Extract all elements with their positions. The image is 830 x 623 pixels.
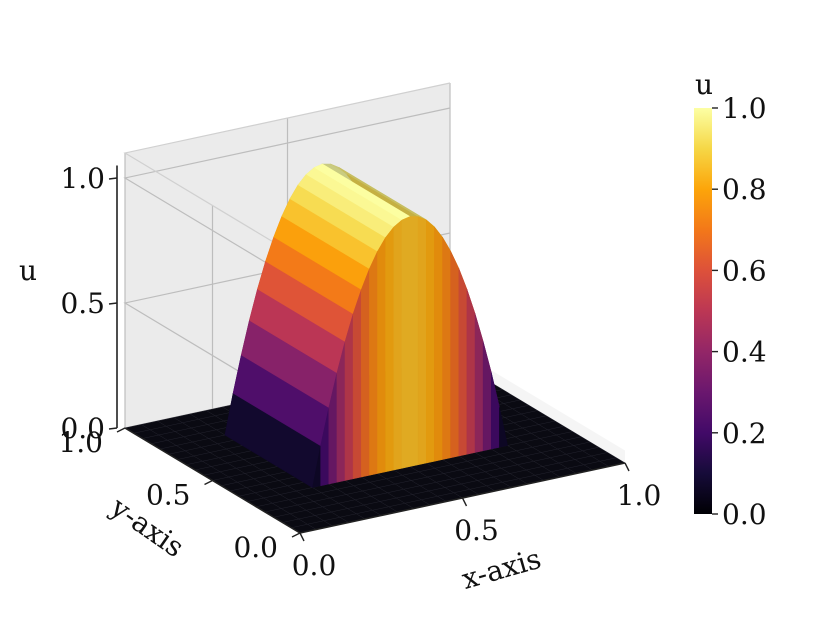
y-tick (291, 532, 301, 538)
y-tick-label: 1.0 (58, 426, 103, 459)
surface-front-face (361, 268, 370, 478)
y-tick-label: 0.5 (146, 479, 191, 512)
z-axis-label: u (19, 254, 37, 287)
y-tick (204, 479, 213, 486)
surface-front-face (377, 236, 386, 474)
z-tick (108, 177, 118, 180)
colorbar-tick-label: 0.0 (722, 498, 767, 531)
surface-front-face (344, 313, 354, 481)
surface-front-face (458, 268, 468, 457)
z-tick-label: 1.0 (60, 162, 105, 195)
surface-front-face (369, 251, 378, 476)
surface-front-face (393, 219, 403, 471)
x-tick (461, 497, 468, 507)
colorbar-ticks: 0.0 0.2 0.4 0.6 0.8 1.0 (712, 92, 767, 531)
x-tick (624, 462, 630, 472)
colorbar: u 0.0 0.2 0.4 0.6 0.8 1.0 (694, 68, 767, 531)
surface-front-face (417, 216, 427, 466)
z-tick-label: 0.5 (60, 287, 105, 320)
surface-front-face (474, 313, 484, 453)
colorbar-tick-label: 0.6 (722, 254, 767, 287)
surface-front-face (401, 216, 411, 469)
colorbar-tick-label: 1.0 (722, 92, 767, 125)
surface-front-face (434, 226, 443, 462)
pane-rim (123, 82, 451, 259)
y-tick-label: 0.0 (233, 531, 278, 564)
x-tick (299, 532, 305, 542)
colorbar-gradient (694, 108, 712, 514)
surface-front-face (499, 407, 508, 448)
y-tick (116, 427, 126, 433)
surface-front-face (482, 341, 492, 452)
surface-front-face (426, 219, 435, 464)
x-tick-label: 0.0 (292, 549, 337, 582)
z-tick (108, 427, 118, 430)
surface-front-face (466, 289, 476, 455)
surface-front-face (409, 216, 419, 467)
x-axis-label: x-axis (458, 542, 545, 596)
colorbar-label: u (695, 68, 713, 101)
z-tick-label: 0.0 (60, 412, 105, 445)
colorbar-tick-label: 0.8 (722, 173, 767, 206)
surface-mesh (224, 163, 508, 488)
x-tick-label: 0.5 (454, 514, 499, 547)
x-tick-label: 1.0 (617, 479, 662, 512)
colorbar-tick-label: 0.2 (722, 417, 767, 450)
axis-ticks: 0.00.51.00.00.51.00.00.51.0 (58, 162, 661, 582)
surface-front-face (385, 226, 395, 473)
pane-edge (450, 345, 625, 463)
surface-front-face (352, 289, 362, 480)
surface-front-face (442, 236, 451, 460)
colorbar-tick-label: 0.4 (722, 336, 767, 369)
surface-front-face (450, 251, 460, 459)
z-tick (108, 302, 118, 305)
